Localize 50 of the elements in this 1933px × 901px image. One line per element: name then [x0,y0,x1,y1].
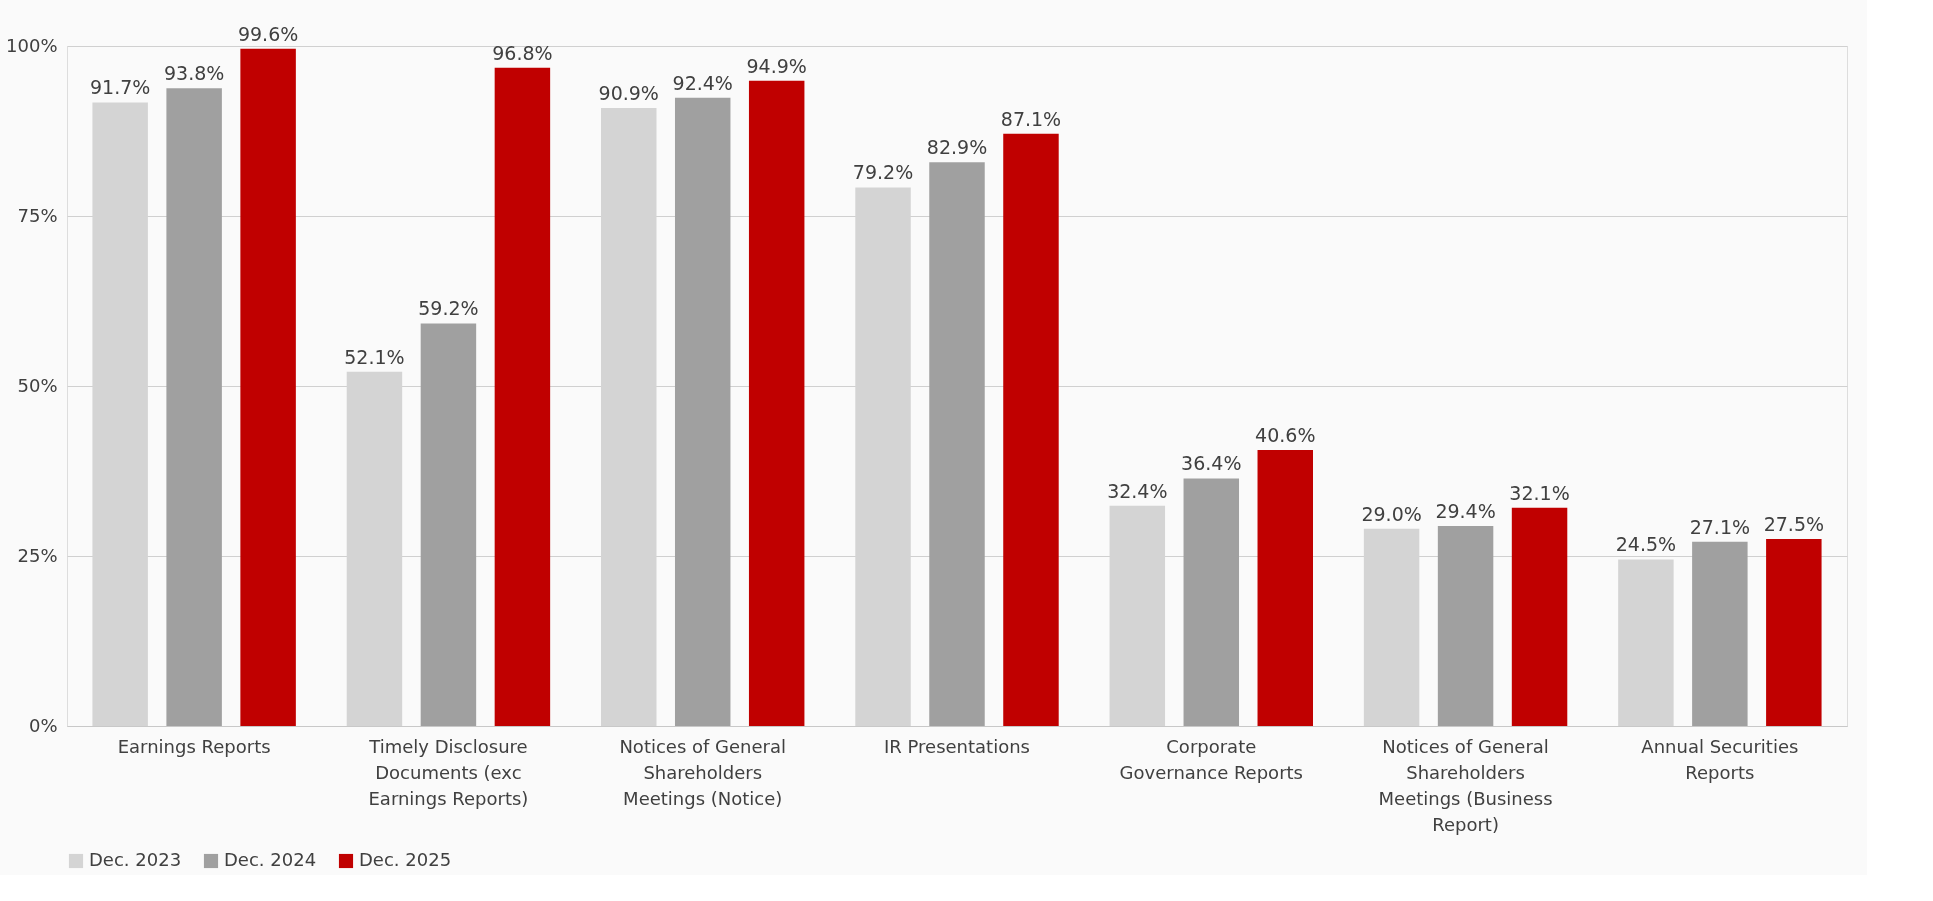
data-label: 32.4% [1107,479,1168,502]
bar [240,48,296,726]
x-tick-label: Notices of General Shareholders Meetings (Notice) [619,735,787,809]
x-tick-label: Timely Disclosure Documents (exc Earnings Reports) [368,735,529,809]
data-label: 91.7% [89,76,151,99]
data-label: 92.4% [672,71,733,94]
data-label: 29.0% [1361,502,1422,525]
data-label: 90.9% [598,81,659,104]
x-tick-label: Corporate Governance Reports [1119,735,1303,783]
data-label: 79.2% [852,161,914,184]
data-label: 99.6% [237,22,299,45]
x-tick-label: IR Presentations [884,735,1030,757]
x-tick-label: Earnings Reports [117,735,271,757]
data-label: 52.1% [344,345,405,368]
bar [1692,541,1748,726]
data-label: 96.8% [492,41,553,64]
bar [420,323,477,726]
data-label: 59.2% [418,297,479,320]
bar [1511,507,1568,726]
data-label: 32.1% [1509,481,1570,504]
bar [1766,539,1822,726]
legend-label: Dec. 2023 [89,849,182,870]
y-tick-label: 50% [17,374,58,396]
data-label: 29.4% [1435,500,1496,523]
data-label: 93.8% [163,62,225,85]
bar [748,80,805,726]
y-tick-label: 25% [17,544,58,566]
y-tick-label: 75% [17,204,58,226]
data-label: 36.4% [1181,452,1242,475]
bar [929,162,985,726]
x-tick-label: Annual Securities Reports [1641,735,1799,783]
bar [166,88,222,726]
bar [1183,478,1240,726]
bar [1003,133,1059,726]
bar [494,67,551,726]
y-tick-label: 0% [28,714,58,736]
legend-label: Dec. 2025 [359,849,452,870]
data-label: 94.9% [746,54,807,77]
bar [674,97,731,726]
x-tick-label: Notices of General Shareholders Meetings (Business Report) [1378,735,1553,835]
legend-label: Dec. 2024 [224,849,317,870]
bar [1437,526,1494,726]
data-label: 27.5% [1763,513,1825,535]
data-label: 40.6% [1255,423,1316,446]
data-label: 87.1% [1000,107,1062,130]
y-tick-label: 100% [6,34,58,56]
data-label: 82.9% [926,136,988,159]
bar [1257,449,1313,726]
data-label: 24.5% [1615,533,1677,556]
data-label: 27.1% [1689,515,1751,538]
